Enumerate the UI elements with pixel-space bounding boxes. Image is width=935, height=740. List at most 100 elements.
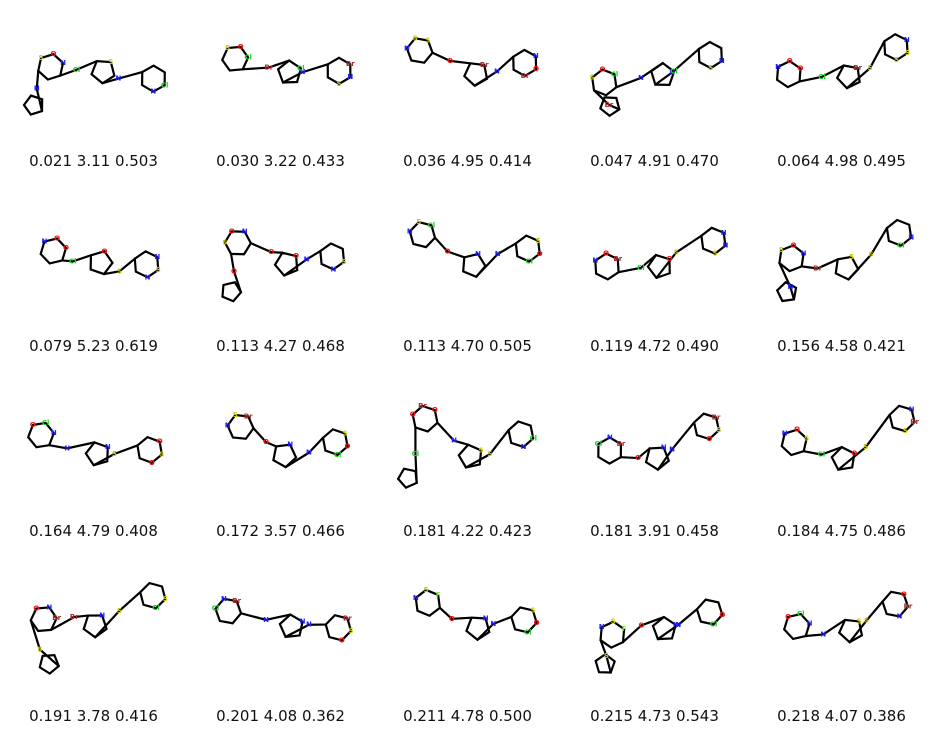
atom-label: O xyxy=(445,247,451,255)
ring-bond xyxy=(39,237,68,265)
molecule-cell: N S O Cl S O N O N 0.164 4.79 0.408 xyxy=(0,370,187,555)
molecule-cell: Cl S N O Br S O N S 0.184 4.75 0.486 xyxy=(748,370,935,555)
atom-label: S xyxy=(156,266,161,274)
atom-label: Br xyxy=(521,72,530,80)
atom-label: S xyxy=(530,606,535,614)
atom-label: N xyxy=(475,250,481,258)
atom-label: Br xyxy=(813,264,822,272)
atom-label: Cl xyxy=(818,451,826,459)
atom-label: O xyxy=(410,411,416,419)
molecule-caption: 0.047 4.91 0.470 xyxy=(590,152,719,170)
chain-bond xyxy=(617,253,658,274)
atom-label: N xyxy=(306,621,312,629)
atom-label: Cl xyxy=(412,450,420,458)
atom-label: N xyxy=(669,445,675,453)
chain-bond xyxy=(464,429,510,469)
atom-label: Cl xyxy=(428,221,436,229)
atom-label: O xyxy=(719,611,725,619)
bonds xyxy=(594,598,724,674)
chain-bond xyxy=(35,69,44,113)
atom-label: S xyxy=(779,246,784,254)
ring-bond xyxy=(89,249,114,276)
atom-label: N xyxy=(897,612,903,620)
bonds xyxy=(775,218,913,303)
molecule-caption: 0.119 4.72 0.490 xyxy=(590,337,719,355)
atom-label: N xyxy=(300,68,306,76)
atom-label: N xyxy=(105,443,111,451)
ring-bond xyxy=(775,59,802,89)
atom-label: N xyxy=(330,265,336,273)
bonds xyxy=(405,37,538,88)
atom-label: S xyxy=(225,44,230,52)
atom-label: S xyxy=(222,238,227,246)
molecule-cell: Br N S O N S Cl Br Cl 0.030 3.22 0.433 xyxy=(187,0,374,185)
atom-label: N xyxy=(242,228,248,236)
atom-label: Cl xyxy=(161,81,169,89)
atom-label: Br xyxy=(70,613,79,621)
atom-label: Br xyxy=(52,614,61,622)
molecule-cell: O N N S O Cl N S F 0.211 4.78 0.500 xyxy=(374,555,561,740)
atom-label: Br xyxy=(712,414,721,422)
atom-label: N xyxy=(145,273,151,281)
atom-label: Cl xyxy=(611,70,619,78)
bonds xyxy=(221,230,346,303)
atom-label: Cl xyxy=(637,264,645,272)
atom-label: O xyxy=(268,248,274,256)
molecule-cell: N S O Br Cl N S Cl O 0.181 4.22 0.423 xyxy=(374,370,561,555)
atom-label: S xyxy=(536,237,541,245)
ring-bond xyxy=(599,96,621,118)
chain-bond xyxy=(656,608,699,641)
chain-bond xyxy=(92,444,139,467)
chain-bond xyxy=(249,242,284,254)
atom-label: N xyxy=(115,75,121,83)
chain-bond xyxy=(837,413,891,471)
molecule-cell: N N Cl N S O N Br Br 0.201 4.08 0.362 xyxy=(187,555,374,740)
atom-label: Cl xyxy=(69,257,77,265)
atom-label: S xyxy=(857,617,862,625)
ring-bond xyxy=(29,606,58,633)
atom-label: O xyxy=(794,426,800,434)
atom-label: S xyxy=(424,586,429,594)
atom-label: Cl xyxy=(529,434,537,442)
ring-bond xyxy=(778,244,805,273)
ring-bond xyxy=(594,252,620,281)
chain-bond xyxy=(476,615,513,641)
molecule-caption: 0.064 4.98 0.495 xyxy=(777,152,906,170)
atom-label: N xyxy=(263,616,269,624)
bonds xyxy=(594,226,727,281)
bonds xyxy=(22,52,166,116)
atom-label: N xyxy=(413,594,419,602)
atom-label: N xyxy=(661,444,667,452)
chain-bond xyxy=(599,639,612,674)
ring-bond xyxy=(599,620,626,649)
molecule-caption: 0.218 4.07 0.386 xyxy=(777,707,906,725)
atom-label: S xyxy=(343,430,348,438)
atom-label: Cl xyxy=(670,68,678,76)
atom-label: S xyxy=(867,64,872,72)
atom-label: N xyxy=(495,250,501,258)
atom-label: N xyxy=(775,63,781,71)
molecule-cell: O N N S O Br Br N S 0.036 4.95 0.414 xyxy=(374,0,561,185)
atom-label: N xyxy=(533,52,539,60)
atom-label: N xyxy=(807,620,813,628)
atom-label: N xyxy=(64,444,70,452)
atom-label: Cl xyxy=(152,604,160,612)
chain-bond xyxy=(284,436,325,469)
chain-bond xyxy=(48,441,96,450)
atom-label: N xyxy=(820,630,826,638)
atom-label: N xyxy=(99,612,105,620)
atom-label: O xyxy=(533,65,539,73)
atom-label: Br xyxy=(232,597,241,605)
chain-bond xyxy=(283,249,322,277)
molecule-caption: 0.215 4.73 0.543 xyxy=(590,707,719,725)
atom-label: N xyxy=(787,283,793,291)
atom-label: N xyxy=(150,88,156,96)
atom-label: S xyxy=(487,450,492,458)
atom-label: N xyxy=(300,618,306,626)
chain-bond xyxy=(798,64,845,83)
